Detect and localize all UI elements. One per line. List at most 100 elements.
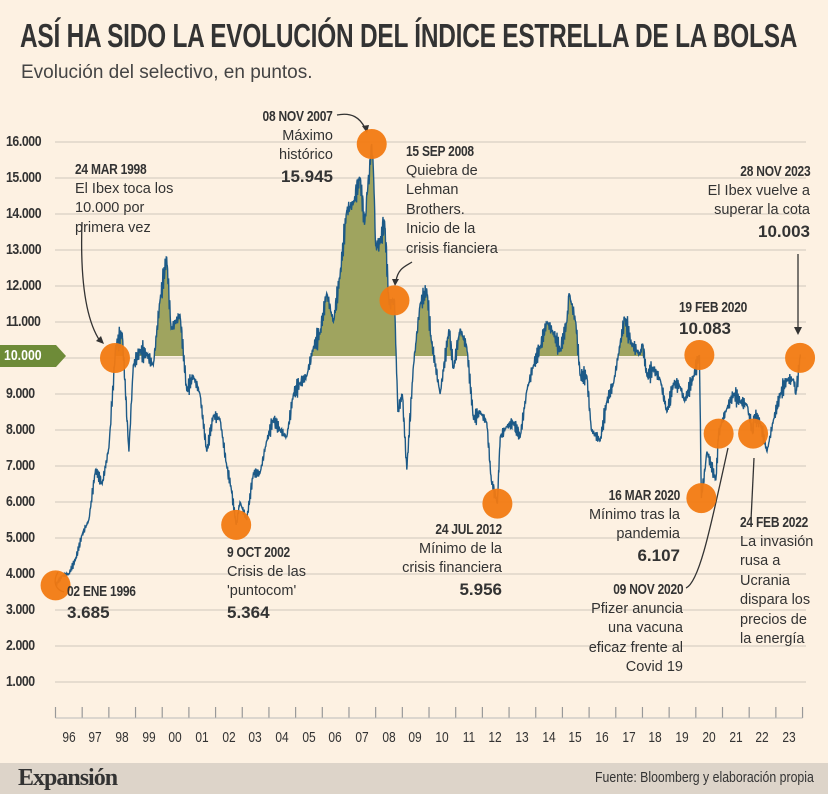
annotation-text: pandemia [616,526,680,542]
y-tick-label: 5.000 [6,529,35,546]
y-tick-label: 9.000 [6,385,35,402]
y-tick-label: 13.000 [6,241,42,258]
x-tick-label: 05 [301,729,316,746]
annotation-text: crisis fianciera [406,240,498,257]
annotation-text: Quiebra de [406,162,478,179]
x-tick-label: 97 [88,729,102,746]
y-tick-label: 16.000 [6,133,42,150]
annotation-2002-10-09: 9 OCT 2002 Crisis de las 'puntocom' 5.364 [227,543,306,623]
annotation-text: Lehman [406,182,459,198]
annotation-text: Inicio de la [406,221,476,237]
reference-tag-shape [0,345,66,367]
event-marker [703,418,734,449]
event-marker [99,343,130,373]
annotation-text: dispara los [740,592,811,608]
reference-tag-label: 10.000 [4,347,42,364]
annotation-date: 24 FEB 2022 [740,514,809,531]
annotation-text: 'puntocom' [227,583,297,599]
annotation-date: 24 JUL 2012 [435,521,502,538]
annotation-2012-07-24: 24 JUL 2012 Mínimo de la crisis financiera… [402,520,502,600]
annotation-text: crisis financiera [402,560,502,576]
x-tick-label: 19 [675,729,689,746]
annotation-text: la energía [740,631,805,647]
x-tick-label: 06 [328,729,342,746]
annotation-value: 5.364 [227,602,270,622]
ibex-line [55,143,801,587]
annotation-date: 24 MAR 1998 [75,161,147,178]
y-tick-label: 6.000 [6,493,35,510]
footer: Expansión Fuente: Bloomberg y elaboració… [0,763,828,794]
x-tick-label: 11 [462,729,475,746]
reference-10000-tag: 10.000 [0,345,66,367]
annotation-text: eficaz frente al [588,639,683,656]
x-tick-label: 02 [221,729,236,746]
x-tick-label: 01 [195,729,209,746]
annotation-text: Covid 19 [625,659,683,675]
annotation-value: 5.956 [459,579,502,599]
annotation-1998-03-24: 24 MAR 1998 El Ibex toca los 10.000 por pri… [75,160,173,238]
annotation-text: histórico [279,147,333,163]
y-tick-label: 14.000 [6,205,42,222]
x-tick-label: 00 [168,729,182,746]
annotation-date: 16 MAR 2020 [608,487,681,504]
x-tick-label: 13 [515,729,529,746]
annotation-text: precios de [740,611,807,628]
x-tick-label: 04 [275,729,289,746]
annotation-value: 6.107 [637,545,680,565]
x-tick-label: 22 [755,729,769,746]
y-tick-label: 2.000 [6,637,35,654]
y-tick-label: 1.000 [6,673,35,690]
event-marker [684,340,715,371]
annotation-date: 9 OCT 2002 [227,544,290,561]
annotation-2020-03-16: 16 MAR 2020 Mínimo tras la pandemia 6.107 [589,486,680,566]
annotation-2022-02-24: 24 FEB 2022 La invasión rusa a Ucrania dispa… [740,513,825,650]
annotation-text: El Ibex toca los [75,180,174,197]
annotation-date: 15 SEP 2008 [406,143,474,160]
annotation-value: 10.083 [679,318,731,338]
annotation-2020-02-19: 19 FEB 2020 10.083 [679,298,764,339]
event-marker [379,285,410,316]
annotation-2023-11-28: 28 NOV 2023 El Ibex vuelve a superar la co… [708,162,811,242]
x-tick-label: 07 [355,729,369,746]
annotation-text: rusa a [740,553,781,569]
annotation-text: una vacuna [608,620,683,636]
chart-subtitle: Evolución del selectivo, en puntos. [21,62,313,83]
arrow-2022 [750,457,755,521]
annotation-date: 02 ENE 1996 [67,583,136,600]
y-tick-label: 7.000 [6,457,35,474]
annotation-date: 19 FEB 2020 [679,299,748,316]
y-tick-label: 12.000 [6,277,42,294]
chart-title: ASÍ HA SIDO LA EVOLUCIÓN DEL ÍNDICE ESTR… [20,17,798,54]
y-tick-label: 11.000 [6,313,41,330]
x-tick-label: 14 [542,729,556,746]
event-marker [40,570,71,601]
event-marker [221,509,252,540]
annotation-text: Mínimo de la [418,540,502,557]
y-tick-label: 4.000 [6,565,35,582]
event-marker [482,488,513,519]
annotation-text: Brothers. [406,201,465,218]
x-tick-label: 16 [595,729,609,746]
x-tick-label: 21 [728,729,743,746]
annotation-2008-09-15: 15 SEP 2008 Quiebra de Lehman Brothers. Inic… [406,142,498,259]
annotation-text: Mínimo tras la [588,506,680,523]
event-marker [686,483,717,514]
x-tick-label: 20 [702,729,716,746]
annotation-text: Pfizer anuncia [591,600,683,617]
annotation-text: primera vez [75,219,151,236]
annotation-text: La invasión [740,533,814,550]
x-tick-label: 98 [115,729,129,746]
annotation-text: 10.000 por [75,200,145,216]
y-tick-label: 8.000 [6,421,35,438]
event-marker [356,128,387,159]
annotation-2020-11-09: 09 NOV 2020 Pfizer anuncia una vacuna efica… [588,580,684,678]
x-tick-label: 15 [568,729,583,746]
source-note: Fuente: Bloomberg y elaboración propia [595,769,814,786]
x-tick-label: 17 [622,729,636,746]
annotation-date: 28 NOV 2023 [739,163,810,180]
expansion-logo: Expansión [18,765,118,791]
x-tick-label: 18 [648,729,663,746]
arrow-1998 [81,221,101,342]
annotation-value: 3.685 [67,602,110,622]
annotation-text: Crisis de las [227,563,306,580]
